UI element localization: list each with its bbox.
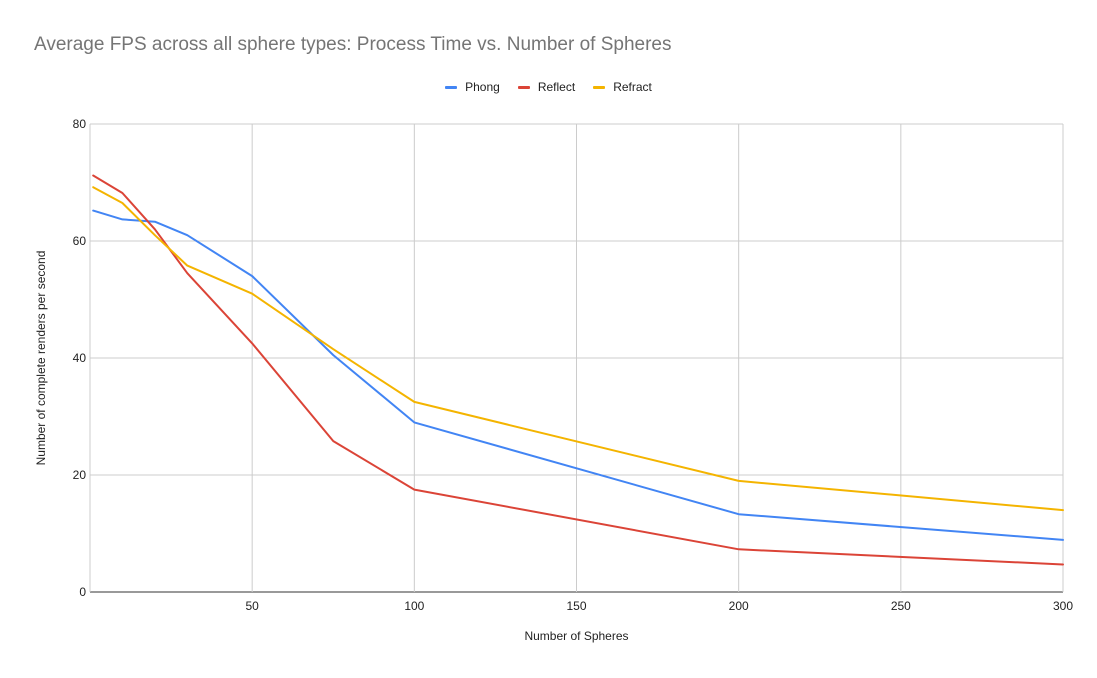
y-tick-label: 60 <box>73 234 87 248</box>
legend-swatch-phong <box>445 85 458 89</box>
y-tick-label: 20 <box>73 468 87 482</box>
x-tick-label: 300 <box>1053 599 1073 613</box>
legend-label-phong: Phong <box>465 80 500 94</box>
y-axis-title: Number of complete renders per second <box>34 251 48 466</box>
legend-item-refract: Refract <box>593 80 652 94</box>
legend-label-reflect: Reflect <box>537 80 576 94</box>
x-tick-label: 50 <box>245 599 259 613</box>
x-tick-label: 100 <box>404 599 424 613</box>
y-tick-label: 80 <box>73 117 87 131</box>
x-tick-label: 150 <box>566 599 586 613</box>
x-axis-title: Number of Spheres <box>524 629 628 643</box>
x-tick-label: 250 <box>891 599 911 613</box>
legend-item-reflect: Reflect <box>517 80 576 94</box>
legend-swatch-refract <box>593 85 606 89</box>
x-tick-label: 200 <box>729 599 749 613</box>
chart-title: Average FPS across all sphere types: Pro… <box>34 34 672 55</box>
y-tick-label: 0 <box>79 585 86 599</box>
series-line-phong <box>92 209 1064 541</box>
series-line-refract <box>92 186 1064 512</box>
y-tick-label: 40 <box>73 351 87 365</box>
legend-item-phong: Phong <box>445 80 500 94</box>
legend-label-refract: Refract <box>613 80 652 94</box>
legend-swatch-reflect <box>517 85 530 89</box>
chart-legend: Phong Reflect Refract <box>0 80 1097 94</box>
series-line-reflect <box>92 174 1064 566</box>
